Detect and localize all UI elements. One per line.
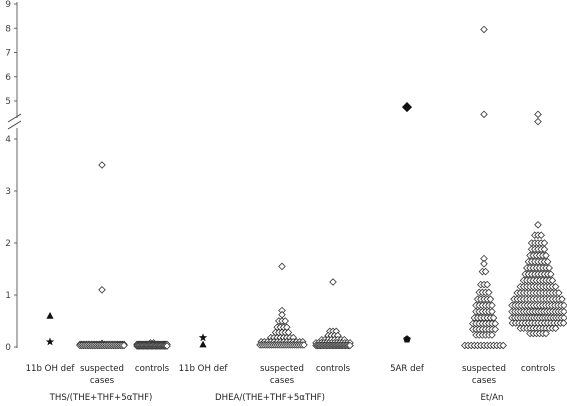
- point-diamond: [120, 341, 128, 350]
- point-diamond: [98, 286, 106, 294]
- y-tick-label: 7: [5, 49, 11, 59]
- y-tick-label: 8: [5, 24, 11, 34]
- point-diamond: [499, 341, 507, 350]
- group-label: Et/An: [480, 393, 503, 403]
- point-diamond: [480, 110, 488, 119]
- category-label: cases: [472, 376, 497, 386]
- category-label: 11b OH def: [26, 364, 76, 374]
- point-triangle: [46, 312, 54, 319]
- point-triangle: [199, 340, 207, 348]
- category-label: controls: [521, 364, 556, 374]
- point-diamond: [542, 251, 550, 260]
- category-label: controls: [316, 364, 351, 374]
- y-tick-label: 1: [5, 291, 11, 301]
- point-diamond: [98, 161, 106, 169]
- category-label: cases: [90, 376, 115, 386]
- point-diamond: [558, 295, 566, 303]
- category-label: cases: [270, 376, 295, 386]
- y-tick-label: 3: [5, 187, 11, 197]
- y-tick-label: 6: [5, 73, 11, 83]
- point-diamond: [346, 341, 354, 350]
- point-diamond: [300, 341, 308, 349]
- group-label: DHEA/(THE+THF+5αTHF): [215, 393, 325, 403]
- point-diamond: [491, 325, 499, 334]
- point-diamond: [485, 288, 493, 297]
- point-diamond-filled: [401, 101, 413, 113]
- point-star: [198, 333, 208, 342]
- axis-break-mark: [7, 113, 22, 123]
- group-label: THS/(THE+THF+5αTHF): [49, 393, 153, 403]
- y-tick-label: 4: [5, 135, 11, 145]
- category-label: suspected: [80, 364, 124, 374]
- category-label: controls: [135, 364, 170, 374]
- y-tick-label: 5: [5, 97, 11, 107]
- axis-break-mark: [7, 120, 22, 130]
- category-labels: 11b OH def suspected cases controls THS/(THE…: [26, 364, 556, 403]
- point-pentagon-filled: [403, 335, 411, 343]
- point-diamond: [551, 324, 560, 333]
- y-tick-label: 2: [5, 239, 11, 249]
- point-diamond: [547, 270, 555, 278]
- category-label: suspected: [462, 364, 506, 374]
- point-diamond: [488, 307, 496, 316]
- point-diamond: [545, 264, 553, 272]
- point-diamond: [329, 278, 337, 286]
- category-label: suspected: [260, 364, 304, 374]
- point-diamond: [540, 245, 549, 254]
- y-tick-label: 0: [5, 343, 11, 353]
- point-diamond: [534, 110, 542, 119]
- point-diamond: [281, 317, 289, 325]
- point-diamond: [542, 329, 550, 338]
- point-diamond: [489, 314, 498, 322]
- data-points: [45, 25, 567, 350]
- point-diamond: [488, 331, 496, 339]
- y-axis: 0 1 2 3 4 5 6 7 8 9: [5, 0, 22, 353]
- point-diamond: [483, 280, 491, 289]
- category-label: 5AR def: [390, 364, 425, 374]
- point-diamond: [163, 342, 171, 350]
- point-diamond: [537, 231, 545, 239]
- point-diamond: [480, 25, 488, 34]
- point-diamond: [559, 319, 567, 327]
- point-star: [45, 337, 55, 346]
- point-diamond: [534, 117, 542, 126]
- point-diamond: [278, 262, 286, 271]
- category-label: 11b OH def: [179, 364, 229, 374]
- point-diamond: [486, 295, 495, 303]
- point-diamond: [543, 257, 552, 266]
- point-diamond: [534, 221, 542, 229]
- point-diamond: [481, 267, 490, 276]
- point-diamond: [480, 260, 488, 268]
- y-tick-label: 9: [5, 0, 11, 10]
